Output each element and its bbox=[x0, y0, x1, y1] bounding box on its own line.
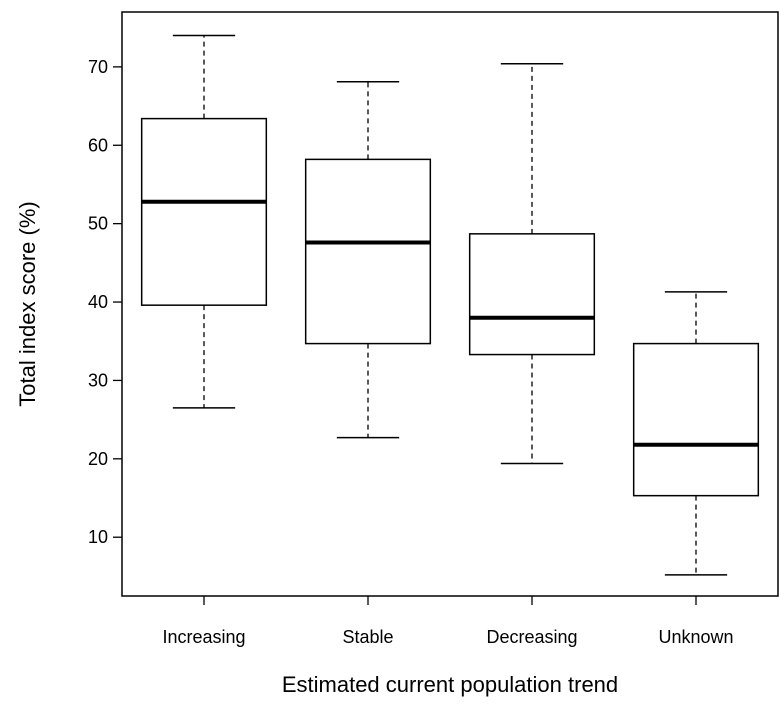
y-tick-label-20: 20 bbox=[88, 449, 108, 469]
x-axis: Increasing Stable Decreasing Unknown bbox=[162, 596, 734, 647]
y-tick-label-30: 30 bbox=[88, 370, 108, 390]
box-unknown bbox=[632, 291, 760, 576]
box-stable bbox=[304, 81, 432, 439]
y-tick-label-70: 70 bbox=[88, 57, 108, 77]
x-tick-label-decreasing: Decreasing bbox=[486, 627, 577, 647]
plot-frame bbox=[121, 11, 779, 597]
box-decreasing bbox=[468, 62, 596, 465]
boxes-group bbox=[140, 34, 760, 576]
box-increasing bbox=[140, 34, 268, 409]
x-tick-label-increasing: Increasing bbox=[162, 627, 245, 647]
y-tick-label-10: 10 bbox=[88, 527, 108, 547]
y-axis: 10 20 30 40 50 60 70 bbox=[88, 57, 122, 547]
iqr-box-unknown bbox=[632, 342, 760, 497]
y-tick-label-50: 50 bbox=[88, 214, 108, 234]
x-tick-label-stable: Stable bbox=[342, 627, 393, 647]
x-tick-label-unknown: Unknown bbox=[658, 627, 733, 647]
y-tick-label-60: 60 bbox=[88, 135, 108, 155]
iqr-box-increasing bbox=[140, 117, 268, 306]
x-axis-title: Estimated current population trend bbox=[282, 672, 618, 697]
iqr-box-stable bbox=[304, 158, 432, 345]
iqr-box-decreasing bbox=[468, 233, 596, 356]
y-tick-label-40: 40 bbox=[88, 292, 108, 312]
y-axis-title: Total index score (%) bbox=[15, 201, 40, 406]
